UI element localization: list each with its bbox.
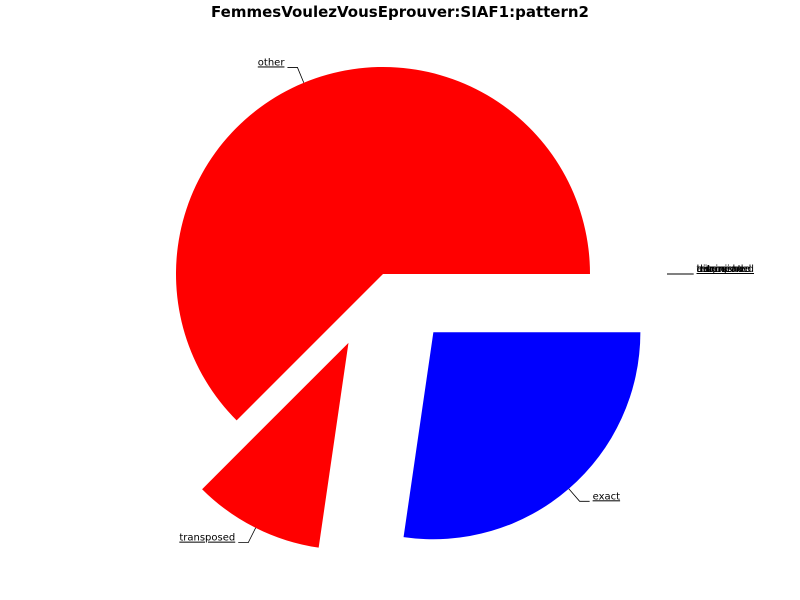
slice-label-other: other [258, 57, 286, 68]
pie-slice-transposed [202, 342, 349, 548]
slice-label-exact: exact [593, 491, 621, 502]
chart-title: FemmesVoulezVousEprouver:SIAF1:pattern2 [211, 3, 589, 21]
pie-slices [175, 67, 641, 548]
leader-line-other [287, 67, 305, 83]
slice-label-diminished: diminished [697, 264, 752, 275]
slice-label-tritone: tritone [697, 264, 730, 275]
leader-line-transposed [238, 527, 257, 544]
slice-label-retrograde: retrograde [697, 264, 750, 275]
pie-slice-other [175, 67, 590, 421]
leader-line-exact [568, 488, 590, 502]
pie-labels: other transposed exact tritoneinversionretr… [179, 57, 754, 543]
pie-slice-exact [403, 332, 641, 540]
slice-label-augmented: augmented [697, 264, 754, 275]
slice-label-inversion: inversion [697, 264, 743, 275]
slice-label-transposed: transposed [179, 533, 235, 544]
